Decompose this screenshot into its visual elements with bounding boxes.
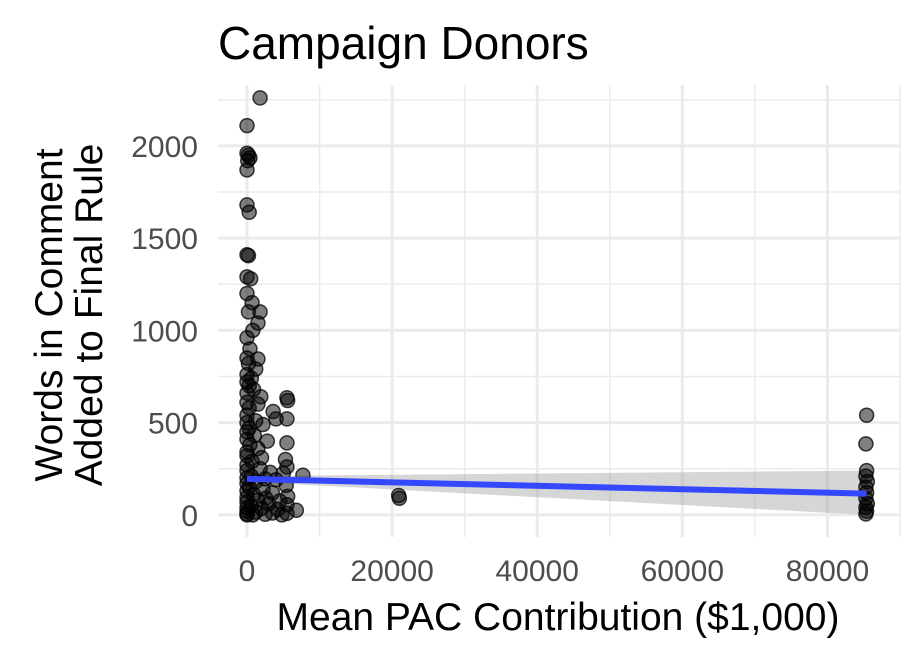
y-tick-label: 1000: [131, 315, 198, 348]
x-tick-label: 80000: [786, 555, 869, 588]
scatter-point: [391, 490, 408, 507]
scatter-point: [858, 506, 874, 522]
trend-line: [246, 475, 867, 497]
y-axis-title-line-2: Added to Final Rule: [68, 144, 111, 487]
minor-gridlines: [218, 85, 901, 537]
y-tick-label: 1500: [131, 223, 198, 256]
x-tick-label: 60000: [641, 555, 724, 588]
x-tick-label: 40000: [496, 555, 579, 588]
scatter-point: [240, 247, 257, 264]
scatter-point: [239, 162, 255, 178]
scatter-point: [858, 436, 874, 452]
chart-title: Campaign Donors: [218, 17, 589, 69]
scatter-point: [858, 407, 875, 423]
scatter-point: [239, 507, 255, 523]
scatter-point: [279, 411, 295, 427]
points-layer: [239, 90, 876, 523]
x-axis-title: Mean PAC Contribution ($1,000): [277, 596, 840, 639]
scatter-point: [242, 270, 259, 287]
scatter-point: [252, 90, 268, 106]
scatter-point: [279, 435, 295, 451]
scatter-point: [241, 204, 257, 221]
tick-labels-layer: 0 20000 40000 60000 80000 0 500 1000 1500 2000: [131, 131, 869, 588]
scatter-point: [239, 117, 255, 134]
scatter-point: [274, 507, 290, 523]
y-tick-label: 0: [181, 500, 198, 533]
x-tick-label: 0: [239, 555, 256, 588]
y-tick-label: 500: [148, 408, 198, 441]
y-axis-title: Words in Comment Added to Final Rule: [28, 144, 111, 487]
y-axis-title-line-1: Words in Comment: [28, 148, 71, 481]
y-tick-label: 2000: [131, 131, 198, 164]
scatter-point: [279, 392, 296, 409]
trend-line-layer: [246, 475, 867, 497]
x-tick-label: 20000: [350, 555, 433, 588]
